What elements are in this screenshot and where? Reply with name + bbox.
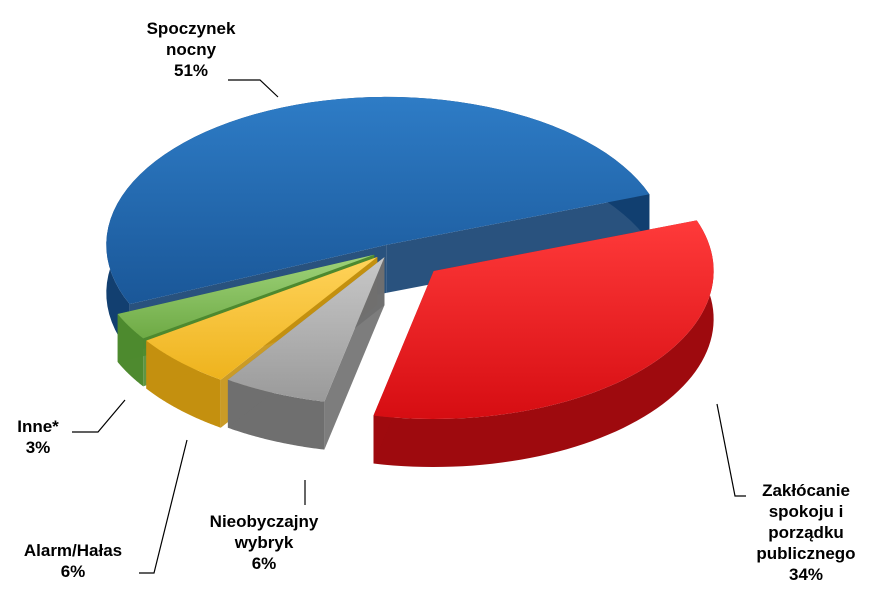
slice-category-label: wybryk [234,533,294,552]
slice-label-4: Spoczynek nocny 51% [147,19,236,80]
slice-value-label: 51% [174,61,208,80]
leader-line-2 [139,439,188,574]
slice-value-label: 3% [26,438,51,457]
slice-category-label: Zakłócanie [762,481,850,500]
leader-line-4 [228,79,279,98]
slice-category-label: Spoczynek [147,19,236,38]
slice-category-label: Nieobyczajny [210,512,319,531]
leader-line-0 [716,403,746,497]
slice-category-label: nocny [166,40,217,59]
slice-category-label: publicznego [756,544,855,563]
slice-label-3: Inne* 3% [17,417,59,457]
slice-category-label: porządku [768,523,844,542]
slice-category-label: Inne* [17,417,59,436]
slice-value-label: 6% [252,554,277,573]
pie-slice-1 [227,257,385,450]
slice-label-0: Zakłócanie spokoju i porządku publicznego 34… [756,481,855,584]
pie-slice-0 [373,220,714,468]
slice-label-1: Nieobyczajny wybryk 6% [210,512,319,573]
slice-value-label: 34% [789,565,823,584]
slice-category-label: spokoju i [769,502,844,521]
slice-category-label: Alarm/Hałas [24,541,122,560]
slice-label-2: Alarm/Hałas 6% [24,541,122,581]
leader-line-3 [72,399,126,433]
slice-value-label: 6% [61,562,86,581]
